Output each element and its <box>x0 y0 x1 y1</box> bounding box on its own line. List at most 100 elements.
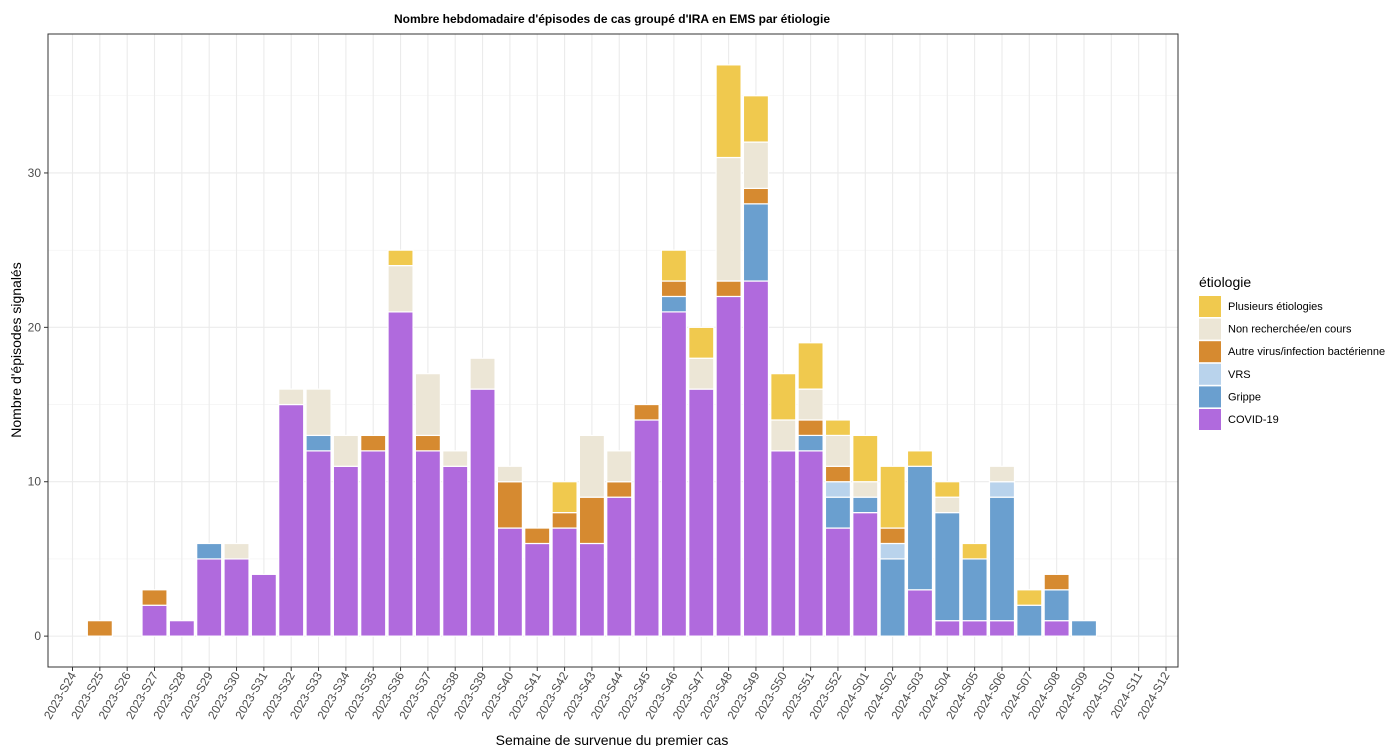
bar-non-recherch-e-en-cours <box>332 434 359 467</box>
bar-grippe <box>824 496 852 529</box>
y-tick-label: 30 <box>28 166 42 180</box>
bar-grippe <box>742 203 770 282</box>
y-tick-label: 10 <box>28 475 42 489</box>
bar-covid-19 <box>278 403 305 637</box>
bar-non-recherch-e-en-cours <box>496 465 523 483</box>
bar-plusieurs-tiologies <box>961 542 988 560</box>
bar-autre-virus-infection-bact-rienne <box>660 280 688 298</box>
bar-autre-virus-infection-bact-rienne <box>715 280 742 298</box>
legend-swatch <box>1199 318 1221 340</box>
bar-non-recherch-e-en-cours <box>934 496 961 514</box>
bar-plusieurs-tiologies <box>906 450 934 467</box>
bar-plusieurs-tiologies <box>1016 589 1043 606</box>
bar-covid-19 <box>223 558 250 637</box>
bar-grippe <box>934 512 961 622</box>
bar-plusieurs-tiologies <box>688 326 715 359</box>
bar-covid-19 <box>742 280 770 637</box>
bar-autre-virus-infection-bact-rienne <box>141 589 168 606</box>
bar-covid-19 <box>770 450 797 637</box>
bar-non-recherch-e-en-cours <box>770 419 797 452</box>
x-axis: 2023-S242023-S252023-S262023-S272023-S28… <box>41 667 1173 722</box>
bar-grippe <box>879 558 906 637</box>
y-tick-label: 0 <box>34 629 41 643</box>
legend-swatch <box>1199 386 1221 408</box>
bar-plusieurs-tiologies <box>660 249 688 282</box>
bar-plusieurs-tiologies <box>551 481 578 514</box>
bar-non-recherch-e-en-cours <box>606 450 633 483</box>
bar-non-recherch-e-en-cours <box>387 264 414 313</box>
bar-non-recherch-e-en-cours <box>414 373 441 437</box>
bar-plusieurs-tiologies <box>797 342 824 390</box>
bar-plusieurs-tiologies <box>742 95 770 143</box>
bar-covid-19 <box>988 620 1016 637</box>
legend-label: Non recherchée/en cours <box>1228 324 1352 336</box>
bar-grippe <box>988 496 1016 622</box>
y-tick-label: 20 <box>28 320 42 334</box>
legend-label: VRS <box>1228 369 1251 381</box>
bar-covid-19 <box>688 388 715 637</box>
bar-autre-virus-infection-bact-rienne <box>606 481 633 498</box>
bar-covid-19 <box>715 295 742 637</box>
bar-covid-19 <box>332 465 359 637</box>
bar-vrs <box>879 542 906 560</box>
bar-grippe <box>305 434 332 452</box>
bar-covid-19 <box>469 388 496 637</box>
bar-covid-19 <box>168 620 195 637</box>
legend-label: Plusieurs étiologies <box>1228 301 1323 313</box>
bar-covid-19 <box>906 589 934 637</box>
plot-border <box>47 33 1179 668</box>
x-axis-title: Semaine de survenue du premier cas <box>496 732 729 746</box>
bar-autre-virus-infection-bact-rienne <box>824 465 852 483</box>
bar-covid-19 <box>387 311 414 637</box>
bar-covid-19 <box>578 542 606 637</box>
bar-autre-virus-infection-bact-rienne <box>414 434 441 452</box>
legend-swatch <box>1199 363 1221 385</box>
bar-non-recherch-e-en-cours <box>797 388 824 421</box>
bar-grippe <box>196 542 223 560</box>
bar-grippe <box>1070 620 1098 637</box>
bar-autre-virus-infection-bact-rienne <box>496 481 523 529</box>
legend-title: étiologie <box>1199 274 1251 290</box>
bar-non-recherch-e-en-cours <box>715 156 742 282</box>
bar-covid-19 <box>824 527 852 637</box>
bar-autre-virus-infection-bact-rienne <box>524 527 551 545</box>
bars <box>86 64 1098 637</box>
bar-grippe <box>1016 604 1043 637</box>
bar-autre-virus-infection-bact-rienne <box>551 512 578 529</box>
bar-non-recherch-e-en-cours <box>442 450 469 467</box>
bar-autre-virus-infection-bact-rienne <box>879 527 906 545</box>
bar-non-recherch-e-en-cours <box>469 357 496 390</box>
bar-plusieurs-tiologies <box>852 434 879 483</box>
bar-covid-19 <box>305 450 332 637</box>
chart-title: Nombre hebdomadaire d'épisodes de cas gr… <box>394 12 830 26</box>
bar-plusieurs-tiologies <box>387 249 414 267</box>
legend-swatch <box>1199 296 1221 317</box>
bar-non-recherch-e-en-cours <box>688 357 715 390</box>
bar-plusieurs-tiologies <box>770 373 797 421</box>
bar-covid-19 <box>141 604 168 637</box>
bar-non-recherch-e-en-cours <box>988 465 1016 483</box>
bar-vrs <box>988 481 1016 498</box>
bar-covid-19 <box>551 527 578 637</box>
bar-covid-19 <box>442 465 469 637</box>
bar-covid-19 <box>633 419 660 637</box>
bar-grippe <box>660 295 688 313</box>
bar-non-recherch-e-en-cours <box>578 434 606 498</box>
bar-covid-19 <box>496 527 523 637</box>
bar-covid-19 <box>524 542 551 637</box>
bar-grippe <box>961 558 988 622</box>
bar-non-recherch-e-en-cours <box>742 141 770 189</box>
bar-grippe <box>852 496 879 514</box>
bar-non-recherch-e-en-cours <box>824 434 852 467</box>
bar-plusieurs-tiologies <box>879 465 906 529</box>
bar-covid-19 <box>797 450 824 637</box>
bar-autre-virus-infection-bact-rienne <box>86 620 113 637</box>
bar-covid-19 <box>196 558 223 637</box>
bar-grippe <box>906 465 934 591</box>
bar-vrs <box>824 481 852 498</box>
legend-swatch <box>1199 341 1221 363</box>
bar-autre-virus-infection-bact-rienne <box>360 434 387 452</box>
bar-covid-19 <box>250 573 277 637</box>
bar-covid-19 <box>1043 620 1070 637</box>
